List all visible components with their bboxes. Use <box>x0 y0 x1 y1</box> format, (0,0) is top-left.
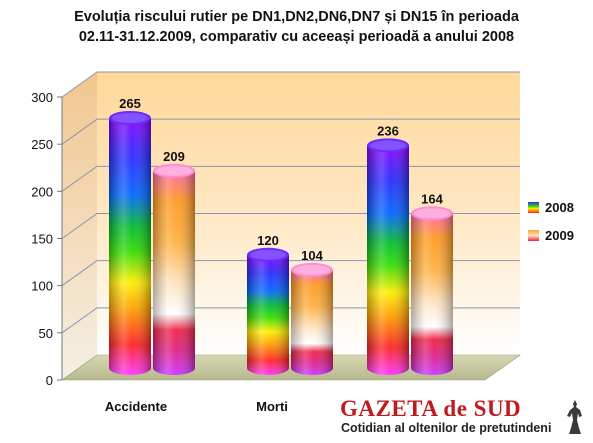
chart-title: Evoluția riscului rutier pe DN1,DN2,DN6,… <box>0 7 593 47</box>
legend-swatch-2008 <box>528 202 539 213</box>
data-label-2008-0: 265 <box>119 96 141 111</box>
watermark-subtitle: Cotidian al oltenilor de pretutindeni <box>341 421 552 435</box>
bar-top-highlight <box>112 113 148 124</box>
bar-top-highlight <box>294 264 330 275</box>
bar-shading <box>291 269 333 375</box>
bar-top-highlight <box>156 165 192 176</box>
chart-title-line-2: 02.11-31.12.2009, comparativ cu aceeași … <box>78 29 515 45</box>
gridline <box>61 118 520 145</box>
bar-2008-2 <box>367 138 409 375</box>
bar-shading <box>109 118 151 376</box>
bar-2009-0 <box>153 163 195 375</box>
bar-shading <box>153 170 195 375</box>
x-label-1: Morti <box>256 399 288 414</box>
bar-2009-1 <box>291 262 333 375</box>
bar-top-highlight <box>414 208 450 219</box>
legend-label-2009: 2009 <box>545 228 574 243</box>
watermark-title: GAZETA de SUD <box>340 396 522 421</box>
legend: 2008 2009 <box>528 200 574 243</box>
data-label-2008-2: 236 <box>377 123 399 138</box>
legend-label-2008: 2008 <box>545 200 574 215</box>
data-label-2009-1: 104 <box>301 248 323 263</box>
y-tick-label: 250 <box>31 137 53 152</box>
data-labels: 265 209 120 104 236 164 <box>119 96 443 263</box>
x-axis-labels: Accidente Morti <box>105 399 288 414</box>
bar-top-highlight <box>250 249 286 260</box>
bar-shading <box>247 254 289 375</box>
watermark: GAZETA de SUD Cotidian al oltenilor de p… <box>338 396 588 440</box>
x-label-0: Accidente <box>105 399 167 414</box>
bar-2009-2 <box>411 206 453 375</box>
gridline <box>61 71 520 98</box>
data-label-2009-0: 209 <box>163 149 185 164</box>
chart-title-line-1: Evoluția riscului rutier pe DN1,DN2,DN6,… <box>74 9 519 25</box>
y-tick-label: 200 <box>31 184 53 199</box>
y-tick-label: 150 <box>31 232 53 247</box>
data-label-2008-1: 120 <box>257 233 279 248</box>
bar-2008-1 <box>247 247 289 375</box>
bar-shading <box>367 145 409 375</box>
data-label-2009-2: 164 <box>421 191 443 206</box>
y-tick-label: 50 <box>39 326 53 341</box>
bar-shading <box>411 213 453 375</box>
bar-2008-0 <box>109 111 151 376</box>
bar-top-highlight <box>370 140 406 151</box>
bars <box>109 111 453 376</box>
y-axis: 0 50 100 150 200 250 300 <box>31 90 63 388</box>
y-tick-label: 0 <box>46 373 53 388</box>
y-tick-label: 100 <box>31 279 53 294</box>
statue-logo-icon <box>567 400 582 434</box>
legend-swatch-2009 <box>528 230 539 241</box>
y-tick-label: 300 <box>31 90 53 105</box>
